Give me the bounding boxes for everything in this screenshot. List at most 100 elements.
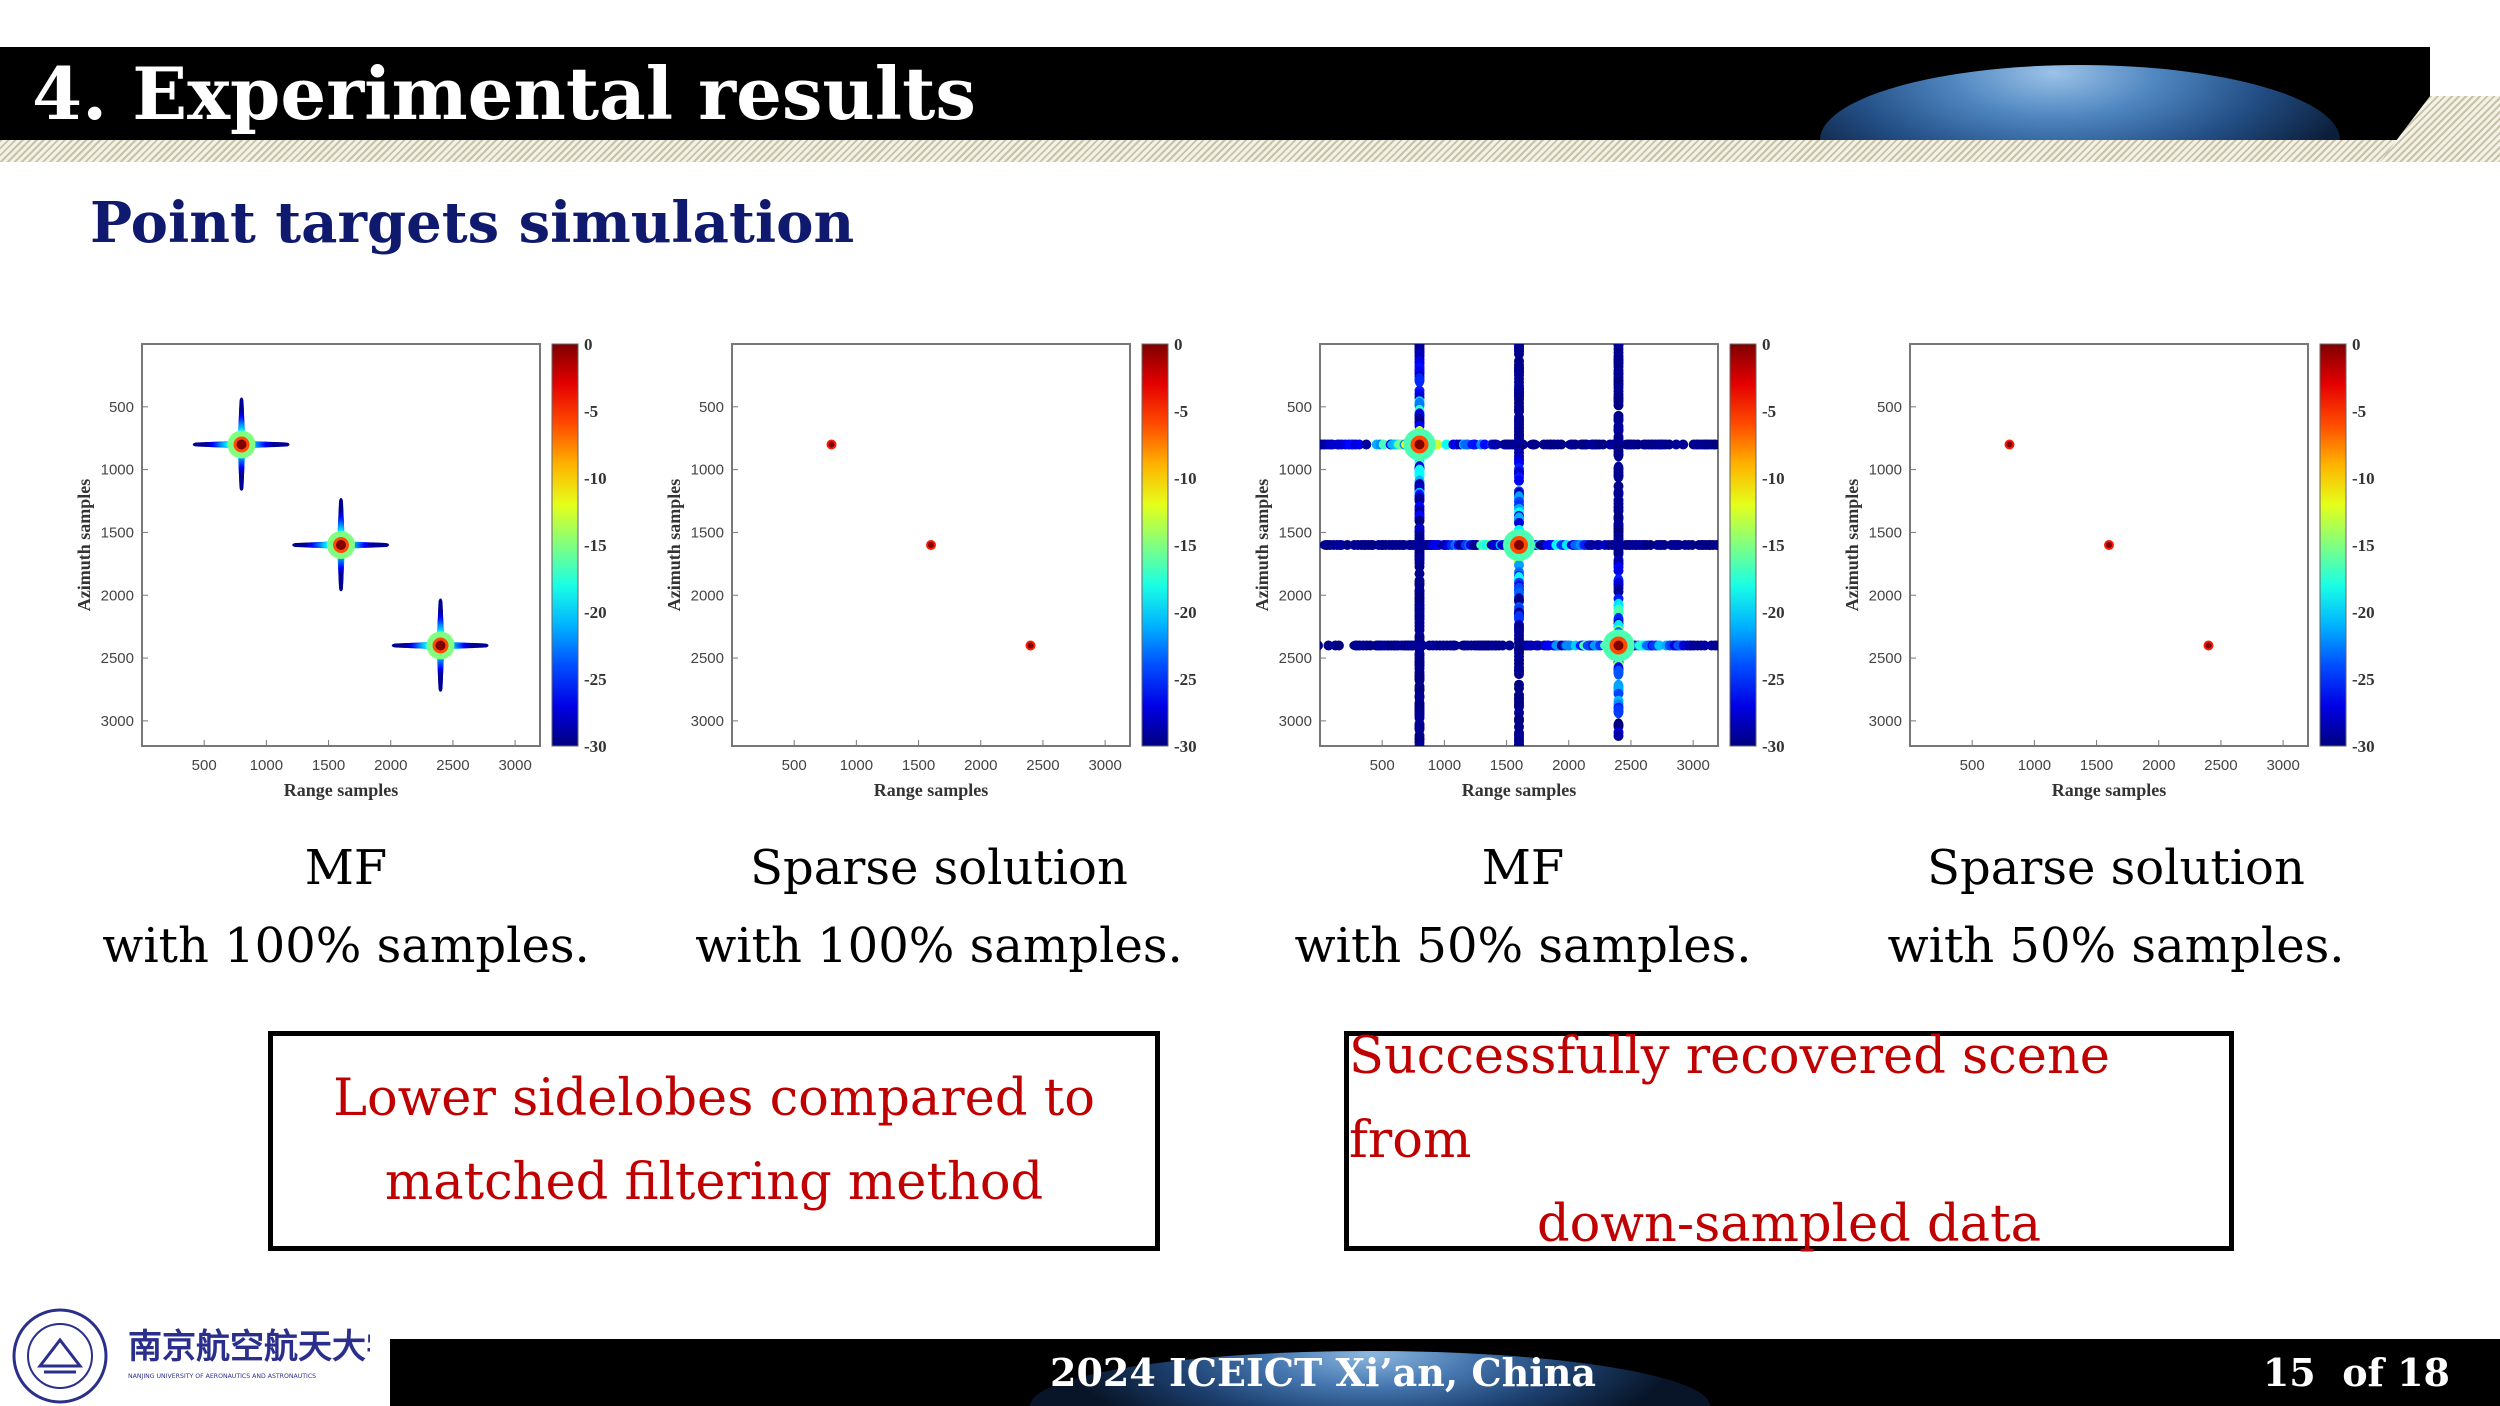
colorbar-tick-label: 0 [584,335,593,354]
intensity-dot [1614,806,1624,810]
intensity-dot [1262,641,1276,651]
intensity-dot [1415,776,1425,786]
intensity-dot [1773,641,1783,651]
colorbar-tick-label: -30 [584,737,607,756]
slide-title: 4. Experimental results [32,51,976,136]
intensity-dot [1283,440,1297,450]
intensity-dot [1804,440,1814,450]
intensity-dot [1245,641,1259,651]
intensity-dot [1514,330,1524,331]
intensity-dot [1417,640,1428,651]
intensity-dot [1240,440,1241,450]
intensity-dot [1415,330,1425,341]
intensity-dot [1333,640,1344,651]
intensity-dot [2205,642,2212,649]
intensity-dot [1504,640,1515,651]
intensity-dot [1514,560,1524,571]
colorbar [1729,343,1757,747]
colorbar [551,343,579,747]
y-tick-label: 3000 [691,713,724,730]
intensity-dot [1687,540,1698,550]
intensity-dot [1613,640,1624,651]
colorbar [1141,343,1169,747]
intensity-dot [1260,440,1270,450]
intensity-dot [1802,540,1812,550]
y-tick-label: 1000 [101,462,134,479]
intensity-dot [1790,440,1800,450]
intensity-dot [1819,641,1820,651]
intensity-dot [1250,440,1260,450]
intensity-dot [1299,440,1309,450]
intensity-dot [1309,440,1319,450]
intensity-dot [1613,665,1624,680]
y-tick-label: 500 [1877,399,1902,416]
intensity-dot [1791,440,1805,450]
intensity-dot [1712,540,1718,550]
y-tick-label: 2500 [101,650,134,667]
intensity-dot [1783,641,1793,651]
intensity-dot [1361,439,1372,450]
intensity-dot [1526,439,1541,450]
intensity-dot [1415,769,1425,779]
intensity-dot [1415,333,1425,343]
x-tick-label: 2000 [2142,757,2175,774]
intensity-dot [1271,641,1281,651]
chart-sparse-100: 500 1000 1500 2000 2500 3000 500 1000 1500 2000 25… [664,335,1197,800]
caption-line: MF [304,840,388,896]
intensity-dot [1290,540,1300,550]
colorbar-tick-label: -10 [1762,469,1785,488]
intensity-dot [1488,439,1503,450]
intensity-dot [1241,540,1251,550]
caption-line: Sparse solution [1927,840,2305,896]
intensity-dot [1414,373,1425,388]
intensity-dot [438,683,443,692]
intensity-dot [1243,641,1253,651]
colorbar [2319,343,2347,747]
y-tick-label: 3000 [101,713,134,730]
intensity-dot [1289,641,1299,651]
colorbar-tick-label: -5 [1174,402,1188,421]
intensity-dot [1613,586,1624,597]
intensity-dot [1415,808,1425,810]
intensity-dot [236,439,247,450]
x-tick-label: 500 [782,757,807,774]
intensity-dot [1614,784,1624,794]
intensity-dot [1807,540,1820,550]
intensity-dot [1283,540,1293,550]
y-axis-label: Azimuth samples [664,479,684,612]
intensity-dot [1415,762,1425,772]
caption-line: with 50% samples. [1294,918,1752,974]
y-tick-label: 3000 [1869,713,1902,730]
y-tick-label: 3000 [1279,713,1312,730]
intensity-dot [1248,641,1262,651]
intensity-dot [1280,540,1290,550]
intensity-dot [1514,540,1524,550]
intensity-dot [1306,440,1316,450]
intensity-dot [1556,439,1567,450]
colorbar-tick-label: -5 [1762,402,1776,421]
caption-mf-100: MF with 100% samples. [66,840,626,974]
intensity-dot [1497,640,1508,651]
intensity-dot [1283,641,1297,651]
intensity-dot [1804,641,1814,651]
intensity-dot [1323,640,1334,651]
x-tick-label: 2000 [964,757,997,774]
intensity-dot [1282,641,1292,651]
intensity-dot [1297,641,1311,651]
intensity-dot [1514,330,1524,336]
x-tick-label: 500 [1370,757,1395,774]
intensity-dot [1415,744,1424,746]
intensity-dot [1614,787,1624,797]
svg-text:NANJING UNIVERSITY OF AERONAUT: NANJING UNIVERSITY OF AERONAUTICS AND AS… [128,1373,316,1380]
caption-line: with 100% samples. [102,918,590,974]
page-total: of 18 [2342,1350,2450,1395]
intensity-dot [1410,640,1421,651]
intensity-dot [1415,799,1425,810]
intensity-dot [1778,641,1792,651]
colorbar-tick-label: -25 [1174,670,1197,689]
y-tick-label: 1500 [1869,524,1902,541]
x-tick-label: 3000 [1676,757,1709,774]
colorbar-tick-label: -30 [2352,737,2375,756]
intensity-dot [1415,790,1425,800]
intensity-dot [1614,805,1624,810]
